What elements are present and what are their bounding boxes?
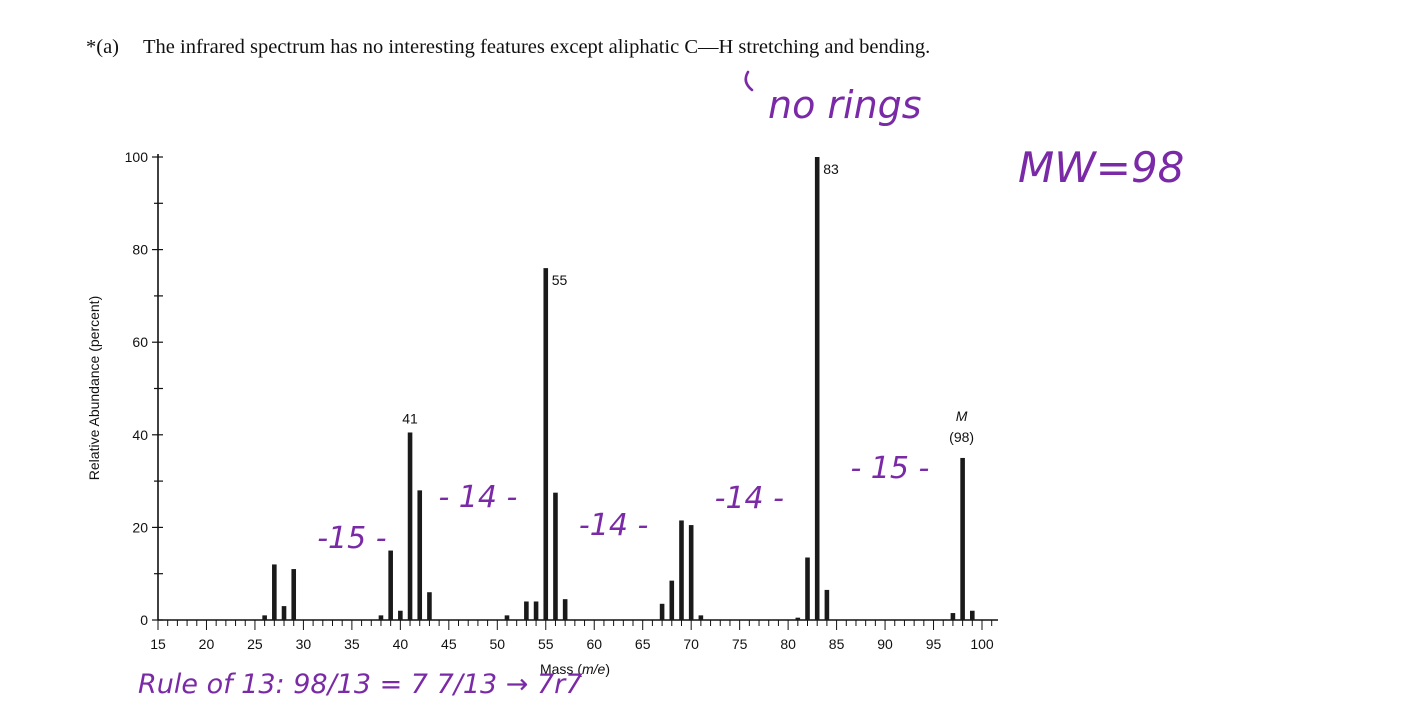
- no-rings-note: no rings: [768, 83, 922, 127]
- peak-label: 55: [552, 272, 568, 288]
- peak-label: 83: [823, 161, 839, 177]
- spectrum-peak-bar: [398, 610, 403, 620]
- x-tick-label: 45: [441, 636, 457, 652]
- spectrum-peak-bar: [688, 525, 694, 620]
- spectrum-peak-bar: [553, 492, 558, 620]
- spectrum-peak-bar: [805, 557, 810, 620]
- x-tick-label: 35: [344, 636, 360, 652]
- spectrum-peak-bar: [533, 601, 539, 620]
- handwritten-annotations: no rings MW=98 Rule of 13: 98/13 = 7 7/1…: [138, 70, 1184, 700]
- spectrum-peak-bar: [562, 599, 568, 620]
- spectrum-peak-bar: [417, 490, 423, 620]
- y-tick-label: 0: [140, 612, 148, 628]
- y-axis-label: Relative Abundance (percent): [86, 296, 102, 480]
- x-tick-label: 85: [829, 636, 845, 652]
- x-tick-label: 30: [296, 636, 312, 652]
- mass-gap-note: - 14 -: [438, 480, 517, 515]
- x-tick-label: 60: [586, 636, 602, 652]
- spectrum-peak-bar: [524, 601, 529, 620]
- y-tick-label: 100: [125, 149, 149, 165]
- y-tick-label: 60: [132, 334, 148, 350]
- spectrum-peak-bar: [970, 610, 975, 620]
- y-tick-label: 40: [132, 427, 148, 443]
- spectrum-peak-bar: [814, 157, 820, 620]
- molecular-ion-mass: (98): [949, 429, 974, 445]
- x-tick-label: 25: [247, 636, 263, 652]
- spectrum-peak-bar: [427, 592, 432, 620]
- chart-labels: 0 20 40 60 80 100 15 20 25 30 35 40 45 50 55 60 65 70 75 80…: [125, 149, 994, 652]
- y-tick-label: 20: [132, 519, 148, 535]
- x-tick-label: 40: [393, 636, 409, 652]
- x-tick-label: 80: [780, 636, 796, 652]
- x-tick-label: 65: [635, 636, 651, 652]
- x-tick-label: 95: [926, 636, 942, 652]
- x-tick-label: 20: [199, 636, 215, 652]
- x-tick-label: 15: [150, 636, 166, 652]
- no-rings-tick-mark: [744, 70, 754, 92]
- y-tick-label: 80: [132, 242, 148, 258]
- spectrum-peak-bar: [679, 520, 684, 620]
- spectrum-peak-bar: [407, 432, 413, 620]
- spectrum-peak-bar: [378, 615, 384, 620]
- rule-of-13-note: Rule of 13: 98/13 = 7 7/13 → 7r7: [138, 669, 582, 700]
- spectrum-peak-bar: [950, 613, 956, 620]
- x-tick-label: 70: [683, 636, 699, 652]
- spectrum-peak-bar: [262, 615, 267, 620]
- spectrum-peak-bar: [388, 550, 393, 620]
- spectrum-peak-bar: [543, 268, 549, 620]
- molecular-weight-note: MW=98: [1018, 143, 1184, 192]
- spectrum-peak-bar: [960, 457, 965, 620]
- x-tick-label: 100: [970, 636, 994, 652]
- spectrum-peak-bar: [291, 569, 297, 620]
- problem-number: *(a): [86, 36, 120, 58]
- mass-gap-note: -14 -: [715, 481, 784, 516]
- spectrum-peak-bar: [824, 589, 830, 620]
- x-axis-label: Mass (m/e): [540, 661, 610, 677]
- mass-gap-note: -15 -: [317, 521, 386, 556]
- mass-gap-note: - 15 -: [850, 451, 929, 486]
- chart-axes: [152, 154, 998, 630]
- problem-text: The infrared spectrum has no interesting…: [143, 36, 931, 58]
- spectrum-peak-bar: [281, 606, 287, 620]
- mass-gap-notes: -15 - - 14 - -14 - -14 - - 15 -: [317, 451, 929, 556]
- x-tick-label: 50: [490, 636, 506, 652]
- chart-bars: [262, 157, 975, 620]
- x-tick-label: 75: [732, 636, 748, 652]
- spectrum-peak-bar: [795, 617, 801, 620]
- x-tick-label: 90: [877, 636, 893, 652]
- peak-label: 41: [402, 410, 418, 426]
- mass-gap-note: -14 -: [579, 508, 648, 543]
- molecular-ion-symbol: M: [956, 408, 968, 424]
- spectrum-peak-bar: [659, 603, 665, 620]
- spectrum-peak-bar: [669, 580, 675, 620]
- spectrum-peak-bar: [272, 564, 277, 620]
- spectrum-peak-bar: [504, 615, 510, 620]
- spectrum-peak-bar: [698, 615, 704, 620]
- x-tick-label: 55: [538, 636, 554, 652]
